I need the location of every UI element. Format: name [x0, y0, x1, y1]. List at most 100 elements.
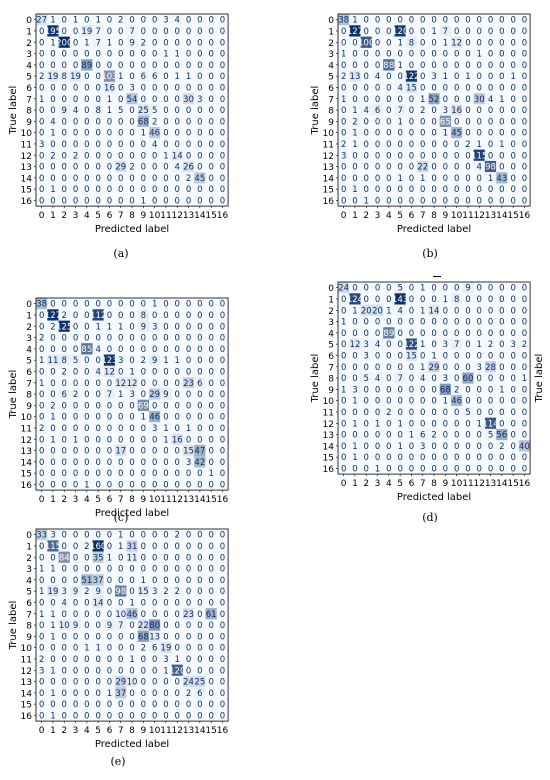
matrix-cell: [160, 608, 172, 620]
cell-value: 0: [409, 329, 414, 339]
cell-value: 0: [197, 334, 202, 344]
matrix-cell: [473, 428, 485, 441]
cell-value: 0: [50, 367, 55, 377]
matrix-cell: [149, 47, 161, 60]
matrix-cell: [47, 127, 59, 139]
matrix-cell: [81, 320, 93, 332]
matrix-cell: [36, 81, 48, 94]
cell-value: 0: [39, 553, 44, 563]
matrix-cell: [137, 411, 149, 423]
matrix-cell: [405, 417, 418, 429]
cell-value: 4: [50, 117, 55, 127]
cell-value: 0: [62, 632, 67, 642]
cell-value: 0: [50, 644, 55, 654]
cell-value: 0: [95, 151, 100, 161]
cell-value: 0: [220, 666, 225, 676]
cell-value: 0: [50, 458, 55, 468]
cell-value: 0: [118, 401, 123, 411]
cell-value: 0: [107, 334, 112, 344]
matrix-cell: [383, 383, 395, 395]
matrix-cell: [194, 160, 206, 173]
matrix-cell: [194, 14, 206, 26]
cell-value: 0: [454, 72, 459, 82]
cell-value: 0: [341, 408, 346, 418]
matrix-cell: [126, 608, 138, 620]
cell-value: 0: [443, 151, 448, 161]
matrix-cell: [137, 630, 149, 642]
matrix-cell: [182, 642, 195, 654]
cell-value: 1: [375, 419, 380, 429]
matrix-cell: [360, 315, 372, 328]
cell-value: 0: [197, 469, 202, 479]
matrix-cell: [81, 478, 93, 491]
matrix-cell: [137, 478, 149, 491]
matrix-cell: [69, 115, 82, 127]
matrix-cell: [216, 70, 229, 82]
matrix-cell: [137, 320, 149, 332]
matrix-cell: [194, 596, 206, 609]
matrix-cell: [439, 59, 451, 71]
cell-value: 0: [118, 185, 123, 195]
cell-value: 0: [62, 458, 67, 468]
matrix-cell: [182, 14, 195, 26]
cell-value: 0: [208, 587, 213, 597]
cell-value: 2: [522, 340, 527, 350]
cell-value: 0: [141, 542, 146, 552]
cell-value: 0: [39, 106, 44, 116]
matrix-cell: [47, 664, 59, 676]
cell-value: 0: [39, 311, 44, 321]
cell-value: 10: [59, 621, 70, 631]
cell-value: 1: [107, 38, 112, 48]
matrix-cell: [137, 574, 149, 586]
matrix-cell: [160, 709, 172, 722]
matrix-cell: [92, 70, 104, 82]
matrix-cell: [69, 551, 82, 563]
cell-value: 0: [141, 390, 146, 400]
cell-value: 0: [431, 83, 436, 93]
matrix-cell: [137, 93, 149, 105]
matrix-cell: [69, 433, 82, 445]
cell-value: 0: [220, 424, 225, 434]
cell-value: 0: [443, 185, 448, 195]
cell-value: 0: [84, 151, 89, 161]
cell-value: 0: [510, 453, 515, 463]
caption-b: (b): [422, 247, 438, 260]
matrix-cell: [81, 81, 93, 94]
matrix-cell: [92, 172, 104, 184]
cell-value: 0: [152, 311, 157, 321]
matrix-cell: [473, 149, 485, 161]
x-tick-label: 3: [375, 211, 381, 221]
matrix-cell: [103, 194, 116, 207]
matrix-cell: [462, 315, 474, 328]
cell-value: 0: [220, 576, 225, 586]
cell-value: 4: [73, 106, 78, 116]
matrix-cell: [496, 451, 508, 463]
matrix-cell: [69, 183, 82, 195]
cell-value: 1: [499, 140, 504, 150]
cell-value: 22: [138, 621, 149, 631]
matrix-cell: [383, 104, 395, 116]
matrix-cell: [69, 354, 82, 366]
matrix-cell: [36, 388, 48, 400]
matrix-cell: [58, 596, 70, 609]
cell-value: 1: [465, 72, 470, 82]
cell-value: 0: [107, 151, 112, 161]
matrix-cell: [394, 293, 406, 305]
cell-value: 0: [220, 83, 225, 93]
cell-value: 0: [129, 185, 134, 195]
cell-value: 1: [107, 553, 112, 563]
y-tick-label: 4: [328, 61, 334, 71]
cell-value: 127: [45, 311, 61, 321]
cell-value: 0: [152, 565, 157, 575]
x-tick-label: 6: [107, 495, 113, 505]
matrix-cell: [484, 315, 497, 328]
matrix-cell: [58, 331, 70, 344]
cell-value: 0: [375, 129, 380, 139]
cell-value: 0: [129, 129, 134, 139]
matrix-cell: [428, 451, 440, 463]
cell-value: 9: [129, 38, 134, 48]
matrix-cell: [383, 138, 395, 150]
cell-value: 0: [465, 106, 470, 116]
cell-value: 123: [101, 356, 117, 366]
matrix-cell: [360, 451, 372, 463]
